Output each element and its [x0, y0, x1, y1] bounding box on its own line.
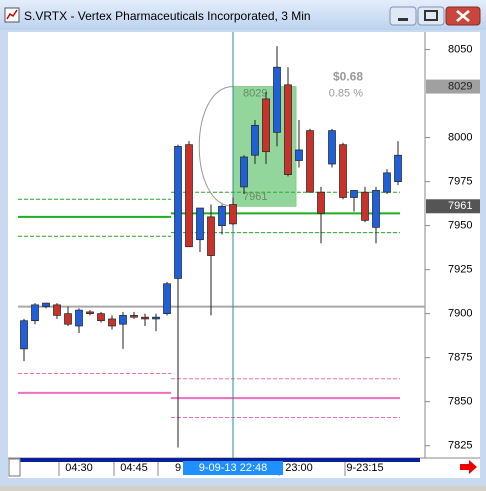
crosshair-y-label: 7961: [448, 200, 472, 212]
scroll-bar[interactable]: [20, 458, 420, 462]
candle-body: [394, 154, 402, 182]
y-tick-label: 8050: [448, 44, 472, 56]
candle-body: [251, 124, 259, 156]
candle-body: [130, 315, 138, 318]
price-highlight-box: [426, 79, 480, 94]
candle-body: [97, 313, 105, 322]
candle-body: [141, 316, 149, 320]
x-tick-label: 04:30: [65, 462, 93, 474]
candle-body: [75, 309, 83, 327]
candle-body: [42, 302, 50, 307]
y-tick-label: 7875: [448, 352, 472, 364]
y-tick-label: 7950: [448, 220, 472, 232]
y-tick-label: 7850: [448, 396, 472, 408]
candle-body: [284, 84, 292, 175]
crosshair-x-label: 9-09-13 22:48: [199, 462, 268, 474]
candle-body: [163, 283, 171, 315]
measure-high-label: 8029: [243, 87, 267, 99]
measure-bracket: [198, 86, 234, 207]
candle-body: [361, 191, 369, 221]
measure-change: $0.68: [333, 70, 363, 84]
candle-body: [229, 204, 237, 225]
maximize-button[interactable]: [417, 6, 445, 26]
window-title: S.VRTX - Vertex Pharmaceuticals Incorpor…: [24, 9, 311, 23]
candle-body: [119, 315, 127, 325]
price-highlight-label: 8029: [448, 80, 472, 92]
y-tick-label: 8000: [448, 132, 472, 144]
candle-body: [372, 190, 380, 228]
measure-percent: 0.85 %: [329, 87, 363, 99]
y-tick-label: 7925: [448, 264, 472, 276]
candle-body: [31, 304, 39, 322]
x-tick-label: 04:45: [120, 462, 148, 474]
x-tick-label: 9-23:15: [346, 462, 383, 474]
plot: 7825 7850 7875 7900 7925 7950 7975 8000 8050 8029…: [18, 32, 480, 476]
x-tick-label: 9: [175, 462, 181, 474]
minimize-button[interactable]: [389, 6, 417, 26]
crosshair-x-box: [183, 461, 283, 475]
candle-body: [350, 190, 358, 198]
measure-low-label: 7961: [243, 191, 267, 203]
candle-body: [108, 318, 116, 327]
candle-body: [174, 146, 182, 279]
candle-body: [295, 149, 303, 161]
candle-body: [207, 216, 215, 256]
candle-body: [328, 130, 336, 165]
close-button[interactable]: [445, 6, 481, 26]
y-tick-label: 7900: [448, 308, 472, 320]
candle-body: [273, 66, 281, 133]
candle-body: [53, 304, 61, 316]
app-icon: [4, 7, 20, 23]
checkbox[interactable]: [8, 458, 21, 477]
y-tick-label: 7975: [448, 176, 472, 188]
y-tick-label: 7825: [448, 440, 472, 452]
candle-body: [306, 130, 314, 193]
candle-body: [152, 316, 160, 320]
x-tick-label: 23:00: [285, 462, 313, 474]
candle-body: [185, 144, 193, 248]
candle-body: [383, 172, 391, 193]
candle-body: [218, 205, 226, 226]
scroll-right-arrow[interactable]: [460, 460, 477, 474]
candle-body: [20, 320, 28, 350]
candle-body: [240, 156, 248, 188]
candle-body: [339, 144, 347, 198]
candle-body: [196, 207, 204, 241]
candle-body: [64, 313, 72, 325]
candle-body: [86, 311, 94, 315]
crosshair-y-box: [426, 199, 480, 214]
candle-body: [262, 98, 270, 153]
candle-body: [317, 191, 325, 214]
